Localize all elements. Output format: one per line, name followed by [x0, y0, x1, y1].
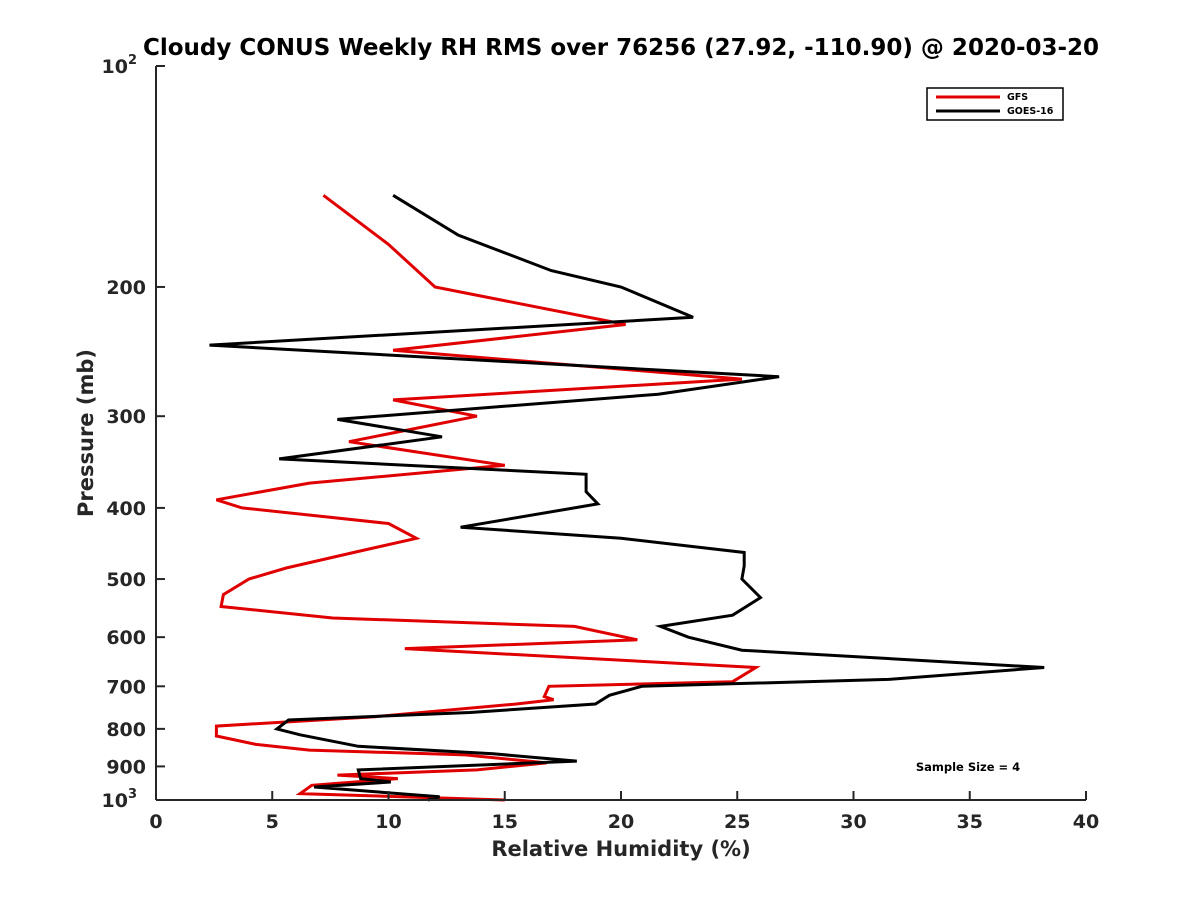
series-line-goes16: [209, 194, 1045, 802]
x-tick-label: 10: [375, 811, 401, 833]
x-tick-label: 40: [1073, 811, 1099, 833]
chart-title: Cloudy CONUS Weekly RH RMS over 76256 (2…: [143, 35, 1099, 61]
series-line-gfs: [214, 194, 761, 802]
x-tick-label: 20: [608, 811, 634, 833]
y-tick-label: 400: [106, 498, 146, 520]
legend-label-goes16: GOES-16: [1007, 106, 1054, 117]
x-axis-label: Relative Humidity (%): [491, 837, 750, 861]
legend-box: [926, 87, 1064, 121]
y-tick-label: 900: [106, 756, 146, 778]
y-tick-label: 300: [106, 406, 146, 428]
y-tick-label: 103: [102, 787, 138, 812]
x-tick-label: 5: [266, 811, 279, 833]
y-tick-label: 200: [106, 277, 146, 299]
y-tick-label: 800: [106, 719, 146, 741]
legend: GFS GOES-16: [926, 87, 1064, 121]
y-tick-label: 500: [106, 569, 146, 591]
y-ticks: 102 200 300 400 500 600 700 800 900 103: [102, 53, 165, 812]
y-tick-label: 102: [102, 53, 138, 78]
y-tick-label: 600: [106, 627, 146, 649]
plot-area: [209, 194, 1045, 802]
x-tick-label: 15: [492, 811, 518, 833]
axes: [155, 66, 1086, 801]
x-tick-label: 30: [840, 811, 866, 833]
x-tick-label: 0: [149, 811, 162, 833]
y-axis-label: Pressure (mb): [74, 349, 98, 517]
legend-label-gfs: GFS: [1007, 92, 1028, 103]
x-tick-label: 25: [724, 811, 750, 833]
x-ticks: 0 5 10 15 20 25 30 35 40: [149, 791, 1099, 833]
sample-size-annotation: Sample Size = 4: [916, 760, 1020, 774]
x-tick-label: 35: [957, 811, 983, 833]
y-tick-label: 700: [106, 676, 146, 698]
